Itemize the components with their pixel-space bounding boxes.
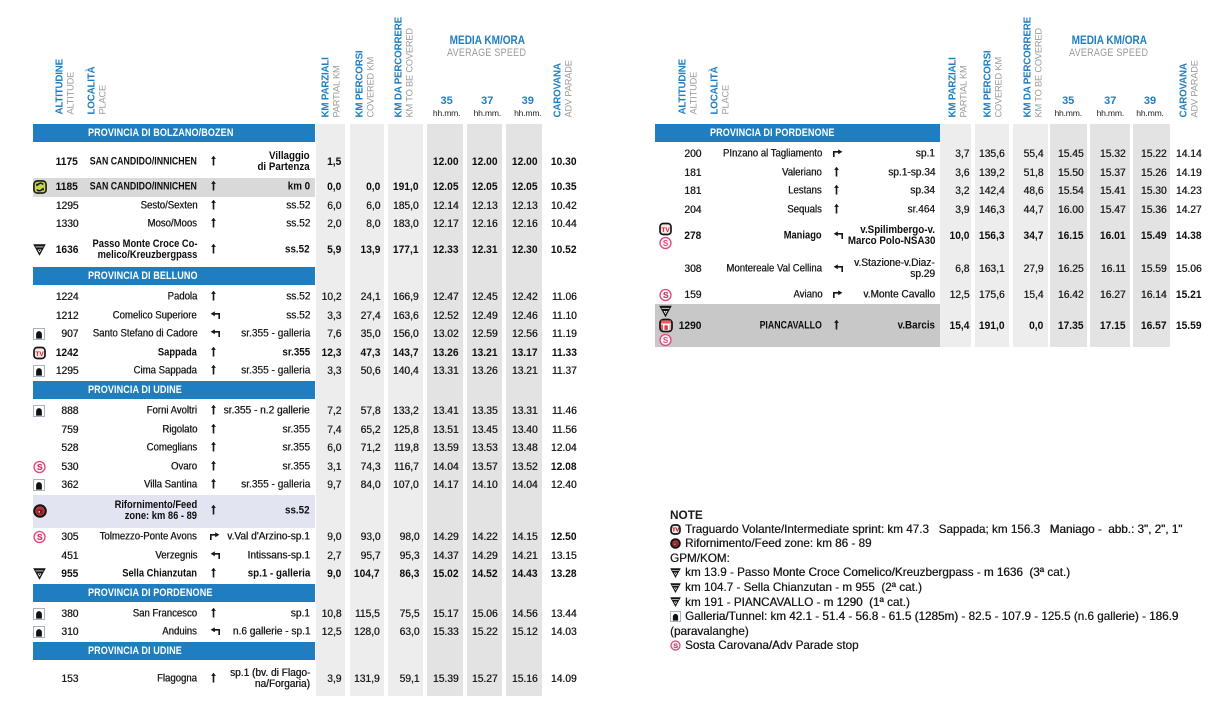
- svg-text:S: S: [37, 463, 43, 472]
- svg-text:TV: TV: [661, 227, 670, 234]
- svg-text:TV: TV: [672, 527, 679, 533]
- svg-text:S: S: [663, 239, 669, 248]
- svg-text:S: S: [673, 643, 678, 650]
- svg-text:S: S: [663, 291, 669, 300]
- svg-text:TV: TV: [35, 351, 44, 358]
- svg-text:S: S: [37, 533, 43, 542]
- svg-text:S: S: [663, 336, 669, 345]
